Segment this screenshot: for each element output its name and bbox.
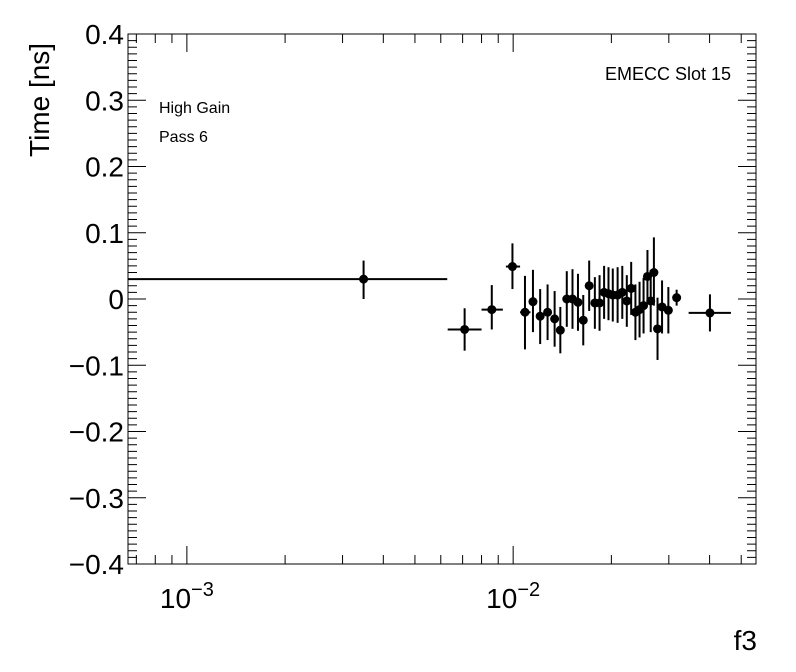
- data-point: [520, 275, 531, 350]
- y-tick-label: 0.4: [85, 19, 124, 50]
- point-marker: [460, 324, 470, 334]
- y-tick-label: 0.1: [85, 218, 124, 249]
- y-tick-label: −0.2: [69, 417, 124, 448]
- y-tick-label: 0: [108, 284, 124, 315]
- data-point: [622, 275, 632, 327]
- point-marker: [649, 268, 659, 277]
- point-marker: [359, 274, 369, 284]
- point-marker: [653, 324, 663, 334]
- point-marker: [622, 296, 632, 306]
- y-tick-label: 0.2: [85, 152, 124, 183]
- data-point: [128, 260, 448, 299]
- data-point: [595, 275, 605, 331]
- data-point: [481, 285, 503, 330]
- point-marker: [528, 297, 538, 307]
- data-point: [505, 243, 521, 290]
- data-point: [543, 284, 553, 341]
- point-marker: [550, 314, 560, 324]
- point-marker: [642, 271, 652, 281]
- annotation-pass: Pass 6: [159, 129, 208, 146]
- data-points: [128, 237, 731, 360]
- point-marker: [487, 305, 497, 315]
- x-tick-labels: 10−3 10−2: [160, 579, 540, 614]
- data-point: [617, 265, 627, 319]
- point-marker: [507, 262, 517, 272]
- point-marker: [617, 287, 627, 297]
- data-point: [663, 287, 673, 334]
- y-tick-label: −0.4: [69, 549, 124, 580]
- point-marker: [573, 297, 583, 307]
- data-point: [672, 289, 682, 306]
- data-point: [584, 260, 594, 311]
- data-point: [626, 261, 636, 315]
- data-point: [528, 269, 538, 333]
- data-point: [649, 237, 659, 306]
- point-marker: [584, 281, 594, 291]
- data-point: [642, 249, 652, 303]
- point-marker: [672, 293, 682, 303]
- y-tick-labels: −0.4 −0.3 −0.2 −0.1 0 0.1 0.2 0.3 0.4: [69, 19, 124, 580]
- y-tick-label: −0.3: [69, 483, 124, 514]
- point-marker: [578, 315, 588, 325]
- data-point: [573, 273, 583, 331]
- x-axis-title: f3: [734, 625, 757, 656]
- data-point: [550, 291, 560, 347]
- data-point: [653, 297, 663, 360]
- data-point: [578, 295, 588, 346]
- point-marker: [705, 308, 715, 318]
- data-point: [688, 294, 731, 332]
- x-tick-label: 10−2: [486, 579, 540, 614]
- y-axis-title: Time [ns]: [24, 43, 55, 157]
- data-point: [447, 308, 482, 351]
- x-tick-label: 10−3: [160, 579, 214, 614]
- annotation-slot: EMECC Slot 15: [605, 64, 731, 84]
- point-marker: [639, 301, 649, 311]
- y-tick-label: 0.3: [85, 85, 124, 116]
- data-point: [535, 289, 545, 345]
- point-marker: [626, 283, 636, 293]
- point-marker: [663, 305, 673, 315]
- data-point: [639, 277, 649, 334]
- axis-ticks: [128, 33, 756, 565]
- point-marker: [595, 298, 605, 308]
- point-marker: [543, 307, 553, 317]
- annotation-high-gain: High Gain: [159, 100, 230, 117]
- point-marker: [555, 325, 565, 335]
- point-marker: [535, 311, 545, 321]
- data-point: [555, 306, 565, 354]
- y-tick-label: −0.1: [69, 350, 124, 381]
- point-marker: [520, 307, 530, 317]
